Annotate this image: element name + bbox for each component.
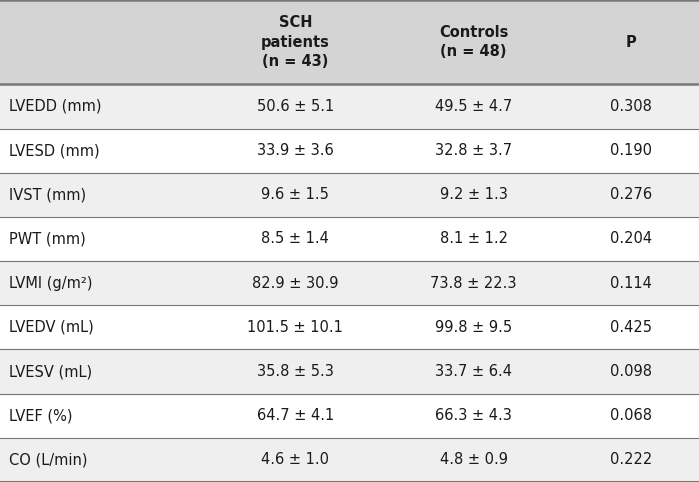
- Bar: [384, 349, 563, 394]
- Text: 82.9 ± 30.9: 82.9 ± 30.9: [252, 276, 338, 291]
- Bar: [206, 0, 384, 84]
- Bar: [563, 173, 699, 217]
- Text: P: P: [626, 35, 636, 50]
- Text: 33.7 ± 6.4: 33.7 ± 6.4: [435, 364, 512, 379]
- Text: LVEF (%): LVEF (%): [9, 408, 73, 423]
- Text: Controls
(n = 48): Controls (n = 48): [439, 25, 508, 59]
- Bar: [384, 84, 563, 129]
- Bar: [563, 305, 699, 349]
- Text: 9.2 ± 1.3: 9.2 ± 1.3: [440, 187, 507, 202]
- Text: 8.5 ± 1.4: 8.5 ± 1.4: [261, 231, 329, 246]
- Text: 0.098: 0.098: [610, 364, 652, 379]
- Bar: [0, 129, 206, 173]
- Text: 35.8 ± 5.3: 35.8 ± 5.3: [257, 364, 333, 379]
- Text: 49.5 ± 4.7: 49.5 ± 4.7: [435, 99, 512, 114]
- Bar: [563, 129, 699, 173]
- Bar: [563, 349, 699, 394]
- Bar: [384, 173, 563, 217]
- Bar: [206, 129, 384, 173]
- Text: 0.068: 0.068: [610, 408, 652, 423]
- Text: CO (L/min): CO (L/min): [9, 453, 87, 468]
- Bar: [0, 394, 206, 438]
- Bar: [0, 0, 206, 84]
- Text: 0.114: 0.114: [610, 276, 651, 291]
- Text: 101.5 ± 10.1: 101.5 ± 10.1: [247, 320, 343, 335]
- Text: 73.8 ± 22.3: 73.8 ± 22.3: [431, 276, 517, 291]
- Text: LVEDD (mm): LVEDD (mm): [9, 99, 101, 114]
- Bar: [563, 0, 699, 84]
- Text: LVMI (g/m²): LVMI (g/m²): [9, 276, 92, 291]
- Text: 33.9 ± 3.6: 33.9 ± 3.6: [257, 143, 333, 158]
- Text: 64.7 ± 4.1: 64.7 ± 4.1: [257, 408, 334, 423]
- Text: 9.6 ± 1.5: 9.6 ± 1.5: [261, 187, 329, 202]
- Bar: [0, 305, 206, 349]
- Bar: [0, 217, 206, 261]
- Text: PWT (mm): PWT (mm): [9, 231, 86, 246]
- Text: IVST (mm): IVST (mm): [9, 187, 86, 202]
- Text: 99.8 ± 9.5: 99.8 ± 9.5: [435, 320, 512, 335]
- Text: 0.276: 0.276: [610, 187, 652, 202]
- Bar: [0, 261, 206, 305]
- Text: 0.190: 0.190: [610, 143, 652, 158]
- Bar: [384, 129, 563, 173]
- Bar: [384, 261, 563, 305]
- Bar: [384, 0, 563, 84]
- Bar: [206, 217, 384, 261]
- Bar: [0, 173, 206, 217]
- Bar: [0, 84, 206, 129]
- Text: 0.204: 0.204: [610, 231, 652, 246]
- Bar: [206, 438, 384, 482]
- Bar: [384, 438, 563, 482]
- Bar: [206, 394, 384, 438]
- Text: 4.8 ± 0.9: 4.8 ± 0.9: [440, 453, 507, 468]
- Bar: [563, 261, 699, 305]
- Text: 0.425: 0.425: [610, 320, 652, 335]
- Bar: [206, 349, 384, 394]
- Bar: [563, 394, 699, 438]
- Bar: [206, 84, 384, 129]
- Bar: [384, 394, 563, 438]
- Bar: [384, 217, 563, 261]
- Text: 50.6 ± 5.1: 50.6 ± 5.1: [257, 99, 334, 114]
- Bar: [563, 84, 699, 129]
- Text: SCH
patients
(n = 43): SCH patients (n = 43): [261, 15, 330, 69]
- Text: 4.6 ± 1.0: 4.6 ± 1.0: [261, 453, 329, 468]
- Bar: [563, 438, 699, 482]
- Text: LVEDV (mL): LVEDV (mL): [9, 320, 94, 335]
- Bar: [206, 305, 384, 349]
- Text: LVESD (mm): LVESD (mm): [9, 143, 100, 158]
- Bar: [384, 305, 563, 349]
- Bar: [0, 349, 206, 394]
- Bar: [206, 173, 384, 217]
- Text: 0.222: 0.222: [610, 453, 652, 468]
- Text: 0.308: 0.308: [610, 99, 651, 114]
- Text: 66.3 ± 4.3: 66.3 ± 4.3: [435, 408, 512, 423]
- Text: LVESV (mL): LVESV (mL): [9, 364, 92, 379]
- Bar: [206, 261, 384, 305]
- Text: 32.8 ± 3.7: 32.8 ± 3.7: [435, 143, 512, 158]
- Bar: [563, 217, 699, 261]
- Bar: [0, 438, 206, 482]
- Text: 8.1 ± 1.2: 8.1 ± 1.2: [440, 231, 507, 246]
